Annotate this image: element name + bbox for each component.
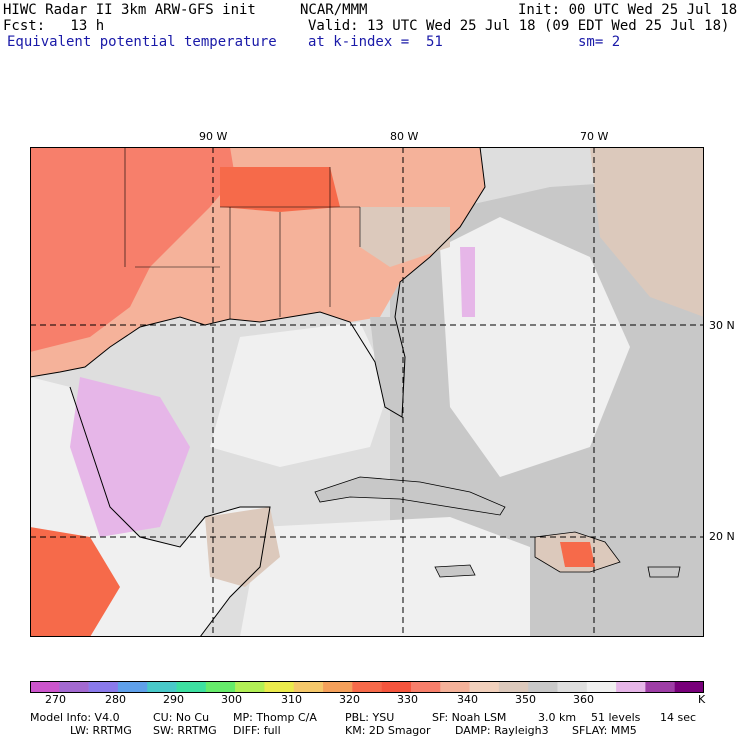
state-borders (124, 147, 361, 319)
colorbar-tick: 300 (221, 693, 242, 706)
footer-sw: SW: RRTMG (153, 724, 217, 737)
jamaica (434, 564, 476, 578)
colorbar-swatch (557, 681, 588, 693)
organization: NCAR/MMM (300, 2, 368, 18)
footer-diff: DIFF: full (233, 724, 281, 737)
smoothing: sm= 2 (578, 34, 621, 50)
mexico-coastline (69, 386, 271, 637)
gulf-light (210, 322, 390, 467)
footer-damp: DAMP: Rayleigh3 (455, 724, 549, 737)
model-title: HIWC Radar II 3km ARW-GFS init (3, 2, 256, 18)
lat-label-30n: 30 N (709, 319, 735, 332)
footer-pbl: PBL: YSU (345, 711, 395, 724)
lon-label-70w: 70 W (580, 130, 609, 143)
tennessee-warm (220, 167, 340, 212)
colorbar-tick: 330 (397, 693, 418, 706)
georgia-tan (360, 207, 450, 267)
colorbar-tick: 290 (163, 693, 184, 706)
footer-lw: LW: RRTMG (70, 724, 132, 737)
puerto-rico (647, 566, 681, 578)
colorbar-border (30, 681, 704, 693)
colorbar-swatch (323, 681, 353, 693)
colorbar-swatch (469, 681, 500, 693)
colorbar-swatch (147, 681, 177, 693)
colorbar-swatch (528, 681, 558, 693)
theta-e-map (30, 147, 704, 637)
colorbar-swatch (30, 681, 60, 693)
colorbar (30, 681, 704, 693)
colorbar-swatch (440, 681, 470, 693)
colorbar-swatch (498, 681, 529, 693)
colorbar-swatch (586, 681, 617, 693)
colorbar-swatch (59, 681, 89, 693)
colorbar-swatch (88, 681, 119, 693)
valid-time: Valid: 13 UTC Wed 25 Jul 18 (09 EDT Wed … (308, 18, 730, 34)
footer-resolution: 3.0 km (538, 711, 577, 724)
colorbar-swatch (264, 681, 295, 693)
colorbar-swatch (616, 681, 646, 693)
colorbar-swatch (117, 681, 148, 693)
level-index: at k-index = 51 (308, 34, 443, 50)
colorbar-swatch (176, 681, 207, 693)
northeast-tan (590, 147, 704, 317)
footer-km: KM: 2D Smagor (345, 724, 431, 737)
lon-label-90w: 90 W (199, 130, 228, 143)
footer-levels: 51 levels (591, 711, 641, 724)
atlantic-purple-streak (460, 247, 475, 317)
colorbar-tick: 270 (45, 693, 66, 706)
colorbar-swatch (235, 681, 265, 693)
colorbar-tick: 360 (573, 693, 594, 706)
footer-model-info: Model Info: V4.0 (30, 711, 120, 724)
lat-lon-grid (30, 147, 704, 637)
field-name: Equivalent potential temperature (7, 34, 277, 50)
colorbar-swatch (645, 681, 675, 693)
lon-label-80w: 80 W (390, 130, 419, 143)
mexico-warm (30, 527, 120, 637)
lat-label-20n: 20 N (709, 530, 735, 543)
colorbar-tick: 350 (515, 693, 536, 706)
colorbar-tick: 280 (105, 693, 126, 706)
western-gulf-purple (70, 377, 190, 537)
forecast-hour: Fcst: 13 h (3, 18, 105, 34)
colorbar-tick: 320 (339, 693, 360, 706)
colorbar-swatch (293, 681, 324, 693)
colorbar-swatch (381, 681, 412, 693)
footer-cu: CU: No Cu (153, 711, 210, 724)
florida (370, 317, 405, 417)
caribbean-light (240, 517, 530, 637)
colorbar-swatch (352, 681, 382, 693)
footer-sf: SF: Noah LSM (432, 711, 507, 724)
footer-mp: MP: Thomp C/A (233, 711, 317, 724)
texas-warm (30, 147, 235, 352)
cuba (314, 476, 506, 516)
colorbar-tick: 310 (281, 693, 302, 706)
hispaniola-warm (560, 542, 595, 567)
footer-timestep: 14 sec (660, 711, 697, 724)
atlantic-light (440, 217, 630, 477)
colorbar-swatch (205, 681, 236, 693)
init-time: Init: 00 UTC Wed 25 Jul 18 (518, 2, 738, 18)
footer-sflay: SFLAY: MM5 (572, 724, 637, 737)
colorbar-unit: K (698, 693, 706, 706)
us-coastline (30, 147, 486, 418)
colorbar-tick: 340 (457, 693, 478, 706)
colorbar-swatch (674, 681, 704, 693)
yucatan (205, 507, 280, 587)
colorbar-swatch (410, 681, 441, 693)
map-frame (30, 147, 704, 637)
